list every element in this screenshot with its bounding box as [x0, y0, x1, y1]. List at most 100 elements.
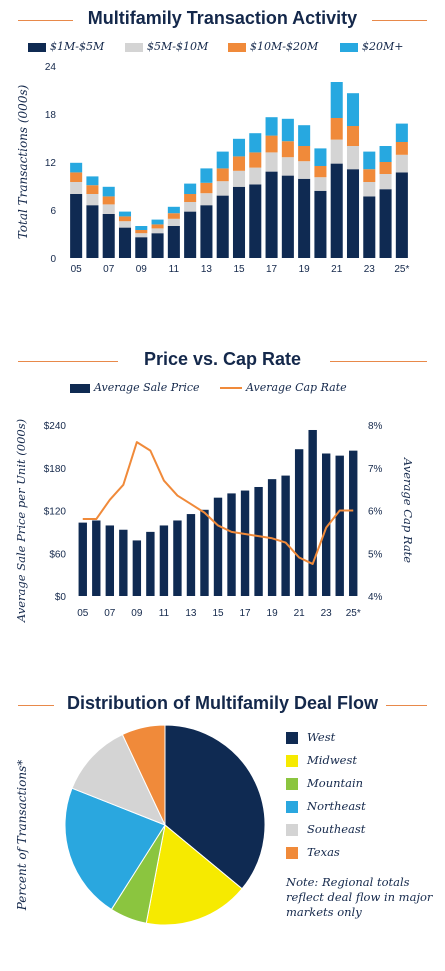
- y-tick-label: $120: [44, 507, 67, 518]
- chart2-legend: Average Sale Price Average Cap Rate: [0, 381, 445, 397]
- bar-segment: [330, 118, 343, 140]
- chart3-legend-swatch: [286, 801, 298, 813]
- bar-segment: [265, 117, 278, 136]
- chart1-legend-item: $5M-$10M: [125, 40, 208, 53]
- bar-segment: [86, 205, 99, 258]
- y2-tick-label: 4%: [368, 592, 383, 603]
- chart2-heading-rule-right: [330, 361, 427, 362]
- bar-segment: [102, 196, 115, 205]
- chart3-legend-swatch: [286, 847, 298, 859]
- price-bar: [240, 490, 250, 596]
- chart3-legend-label: Mountain: [307, 776, 364, 790]
- x-tick-label: 25*: [394, 264, 409, 275]
- bar-segment: [395, 154, 408, 173]
- bar-segment: [232, 138, 246, 157]
- bar-segment: [135, 226, 148, 230]
- price-bar: [254, 486, 263, 596]
- y-tick-label: $240: [44, 421, 67, 432]
- y2-tick-label: 5%: [368, 549, 383, 560]
- chart1-heading-row: Multifamily Transaction Activity: [0, 5, 445, 35]
- y2-tick-label: 6%: [368, 507, 383, 518]
- bar-segment: [379, 189, 392, 258]
- y-tick-label: 6: [50, 206, 56, 217]
- bar-segment: [151, 233, 164, 258]
- chart3-heading-row: Distribution of Multifamily Deal Flow: [0, 690, 445, 720]
- x-tick-label: 25*: [346, 608, 361, 619]
- chart2-legend-swatch: [220, 387, 242, 389]
- bar-segment: [249, 133, 262, 153]
- bar-segment: [167, 206, 180, 214]
- y-tick-label: $180: [44, 464, 67, 475]
- chart3-legend-item: Mountain: [286, 776, 363, 792]
- x-tick-label: 13: [201, 264, 213, 275]
- y-axis-title: Average Sale Price per Unit (000s): [14, 419, 28, 623]
- bar-segment: [298, 161, 311, 179]
- chart1-title: Multifamily Transaction Activity: [79, 8, 366, 28]
- y-tick-label: $60: [49, 549, 66, 560]
- price-bar: [227, 493, 236, 596]
- bar-segment: [330, 163, 343, 258]
- price-bar: [200, 509, 209, 596]
- bar-segment: [135, 237, 148, 258]
- bar-segment: [298, 125, 311, 146]
- price-bar: [159, 525, 169, 596]
- bar-segment: [346, 93, 360, 126]
- chart3-legend-item: Midwest: [286, 753, 357, 769]
- bar-segment: [363, 182, 376, 197]
- bar-segment: [281, 175, 294, 258]
- bar-segment: [184, 202, 197, 212]
- bar-segment: [118, 221, 132, 228]
- bar-segment: [70, 194, 83, 258]
- bar-segment: [151, 219, 164, 225]
- pie-slice: [164, 724, 266, 890]
- x-tick-label: 09: [136, 264, 148, 275]
- chart3-legend-item: West: [286, 730, 335, 746]
- price-bar: [308, 429, 317, 596]
- bar-segment: [216, 181, 229, 196]
- bar-segment: [395, 142, 408, 155]
- price-bar: [119, 529, 128, 596]
- pie-slice: [64, 787, 166, 911]
- chart3-legend-label: Northeast: [307, 799, 366, 813]
- bar-segment: [184, 183, 197, 194]
- chart1-legend-swatch: [28, 42, 46, 52]
- bar-segment: [346, 146, 360, 170]
- bar-segment: [102, 186, 115, 197]
- bar-segment: [86, 176, 99, 186]
- chart1-legend-item: $1M-$5M: [28, 40, 104, 53]
- chart1-legend-item: $20M+: [340, 40, 403, 53]
- x-tick-label: 23: [364, 264, 376, 275]
- bar-segment: [135, 233, 148, 238]
- bar-segment: [135, 230, 148, 234]
- bar-segment: [232, 170, 246, 187]
- x-tick-label: 15: [212, 608, 224, 619]
- chart3-heading-rule-right: [375, 705, 427, 706]
- x-tick-label: 11: [159, 608, 170, 619]
- bar-segment: [249, 152, 262, 168]
- bar-segment: [281, 118, 294, 142]
- bar-segment: [330, 82, 343, 118]
- x-tick-label: 21: [331, 264, 343, 275]
- chart3-legend-swatch: [286, 824, 298, 836]
- price-bar: [321, 453, 331, 596]
- chart3-plot: Percent of Transactions*: [15, 724, 266, 926]
- bar-segment: [395, 123, 408, 142]
- bar-segment: [249, 184, 262, 258]
- y-tick-label: 12: [45, 158, 57, 169]
- chart2-heading-rule-left: [18, 361, 118, 362]
- pie-slice: [121, 724, 166, 826]
- bar-segment: [363, 151, 376, 170]
- price-bar: [335, 455, 344, 596]
- x-tick-label: 05: [71, 264, 83, 275]
- chart2-legend-item: Average Cap Rate: [220, 381, 347, 394]
- x-tick-label: 07: [103, 264, 115, 275]
- bar-segment: [265, 152, 278, 172]
- chart3-heading-rule-left: [18, 705, 54, 706]
- price-bar: [146, 531, 155, 596]
- price-bar: [294, 449, 304, 596]
- chart1-heading-rule-left: [18, 20, 73, 21]
- bar-segment: [118, 211, 132, 217]
- price-bar: [186, 514, 196, 596]
- chart2-heading-row: Price vs. Cap Rate: [0, 346, 445, 376]
- x-tick-label: 21: [294, 608, 306, 619]
